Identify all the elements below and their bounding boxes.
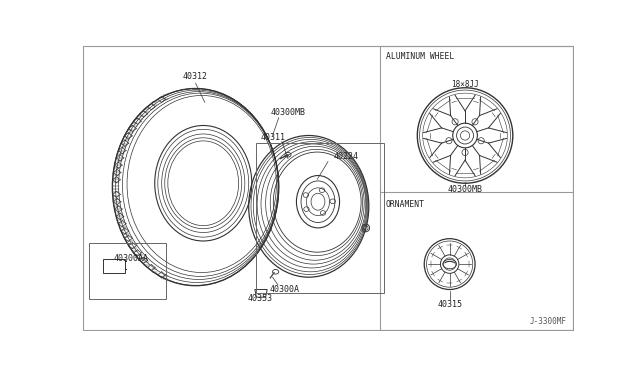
Text: 40300MB: 40300MB	[447, 185, 483, 194]
Text: 40224: 40224	[333, 152, 358, 161]
Text: 40311: 40311	[261, 132, 286, 141]
Bar	[90, 243, 166, 299]
Text: 18×8JJ: 18×8JJ	[451, 80, 479, 89]
Text: 40312: 40312	[183, 73, 208, 81]
Text: 40353: 40353	[248, 294, 273, 303]
Text: ALUMINUM WHEEL: ALUMINUM WHEEL	[386, 52, 454, 61]
Text: 40300AA: 40300AA	[114, 254, 149, 263]
Text: ORNAMENT: ORNAMENT	[386, 200, 425, 209]
Text: 40315: 40315	[437, 301, 462, 310]
Bar	[257, 143, 384, 293]
Text: 40300A: 40300A	[269, 285, 299, 294]
Text: J-3300MF: J-3300MF	[530, 317, 566, 326]
Bar	[380, 46, 573, 330]
Text: 40300MB: 40300MB	[271, 108, 305, 117]
